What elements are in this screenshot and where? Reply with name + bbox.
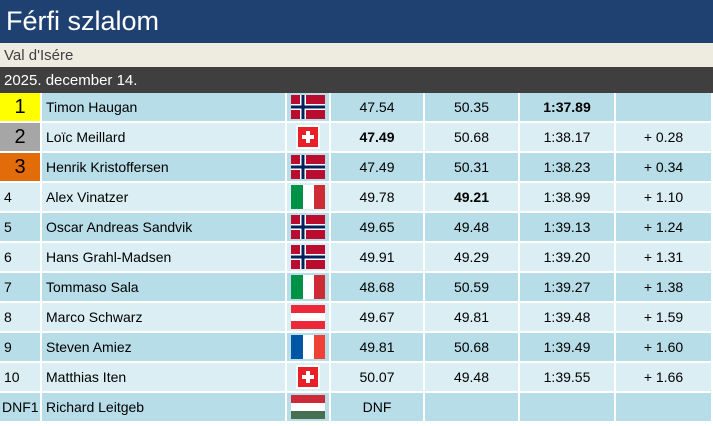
total-cell: 1:38.23 — [520, 153, 616, 183]
run1-cell: 49.78 — [331, 183, 425, 213]
flag-cell — [287, 243, 331, 273]
date: 2025. december 14. — [0, 67, 713, 93]
rank-cell: 8 — [0, 303, 42, 333]
total-cell: 1:39.48 — [520, 303, 616, 333]
diff-cell: + 1.31 — [616, 243, 713, 273]
run2-cell: 49.48 — [425, 213, 520, 243]
flag-cell — [287, 213, 331, 243]
name-cell: Timon Haugan — [42, 93, 287, 123]
total-cell: 1:39.49 — [520, 333, 616, 363]
name-cell: Loïc Meillard — [42, 123, 287, 153]
name-cell: Steven Amiez — [42, 333, 287, 363]
run2-cell: 49.81 — [425, 303, 520, 333]
flag-cell — [287, 393, 331, 423]
flag-cell — [287, 153, 331, 183]
diff-cell: + 1.60 — [616, 333, 713, 363]
name-cell: Henrik Kristoffersen — [42, 153, 287, 183]
flag — [291, 155, 325, 179]
rank-cell: DNF1 — [0, 393, 42, 423]
run1-cell: 49.65 — [331, 213, 425, 243]
venue: Val d'Isére — [0, 43, 713, 67]
run2-cell: 50.31 — [425, 153, 520, 183]
diff-cell: + 1.38 — [616, 273, 713, 303]
run2-cell: 49.29 — [425, 243, 520, 273]
flag-cell — [287, 123, 331, 153]
flag-cell — [287, 273, 331, 303]
rank-cell: 5 — [0, 213, 42, 243]
run1-cell: 49.91 — [331, 243, 425, 273]
diff-cell: + 0.34 — [616, 153, 713, 183]
name-cell: Marco Schwarz — [42, 303, 287, 333]
run2-cell: 50.59 — [425, 273, 520, 303]
total-cell: 1:39.55 — [520, 363, 616, 393]
flag-cell — [287, 363, 331, 393]
name-cell: Tommaso Sala — [42, 273, 287, 303]
rank-cell: 2 — [0, 123, 42, 153]
flag — [296, 125, 320, 149]
name-cell: Matthias Iten — [42, 363, 287, 393]
run1-cell: DNF — [331, 393, 425, 423]
total-cell: 1:38.99 — [520, 183, 616, 213]
rank-cell: 6 — [0, 243, 42, 273]
run1-cell: 50.07 — [331, 363, 425, 393]
total-cell: 1:39.27 — [520, 273, 616, 303]
run2-cell: 50.68 — [425, 123, 520, 153]
flag — [296, 365, 320, 389]
run1-cell: 47.54 — [331, 93, 425, 123]
run2-cell: 49.21 — [425, 183, 520, 213]
flag-cell — [287, 303, 331, 333]
run1-cell: 47.49 — [331, 153, 425, 183]
flag-cell — [287, 93, 331, 123]
flag — [291, 395, 325, 419]
rank-cell: 9 — [0, 333, 42, 363]
name-cell: Oscar Andreas Sandvik — [42, 213, 287, 243]
run2-cell: 50.35 — [425, 93, 520, 123]
diff-cell: + 0.28 — [616, 123, 713, 153]
run2-cell — [425, 393, 520, 423]
total-cell: 1:37.89 — [520, 93, 616, 123]
rank-cell: 3 — [0, 153, 42, 183]
rank-cell: 1 — [0, 93, 42, 123]
run2-cell: 49.48 — [425, 363, 520, 393]
flag-cell — [287, 183, 331, 213]
name-cell: Richard Leitgeb — [42, 393, 287, 423]
run2-cell: 50.68 — [425, 333, 520, 363]
flag — [291, 215, 325, 239]
rank-cell: 10 — [0, 363, 42, 393]
title: Férfi szlalom — [0, 0, 713, 43]
total-cell: 1:39.13 — [520, 213, 616, 243]
name-cell: Hans Grahl-Madsen — [42, 243, 287, 273]
diff-cell: + 1.66 — [616, 363, 713, 393]
flag — [291, 335, 325, 359]
rank-cell: 7 — [0, 273, 42, 303]
flag — [291, 95, 325, 119]
run1-cell: 47.49 — [331, 123, 425, 153]
total-cell: 1:39.20 — [520, 243, 616, 273]
total-cell: 1:38.17 — [520, 123, 616, 153]
rank-cell: 4 — [0, 183, 42, 213]
diff-cell: + 1.59 — [616, 303, 713, 333]
flag — [291, 185, 325, 209]
flag — [291, 245, 325, 269]
flag — [291, 305, 325, 329]
run1-cell: 48.68 — [331, 273, 425, 303]
diff-cell — [616, 393, 713, 423]
name-cell: Alex Vinatzer — [42, 183, 287, 213]
run1-cell: 49.81 — [331, 333, 425, 363]
flag — [291, 275, 325, 299]
total-cell — [520, 393, 616, 423]
flag-cell — [287, 333, 331, 363]
diff-cell: + 1.24 — [616, 213, 713, 243]
diff-cell — [616, 93, 713, 123]
diff-cell: + 1.10 — [616, 183, 713, 213]
run1-cell: 49.67 — [331, 303, 425, 333]
